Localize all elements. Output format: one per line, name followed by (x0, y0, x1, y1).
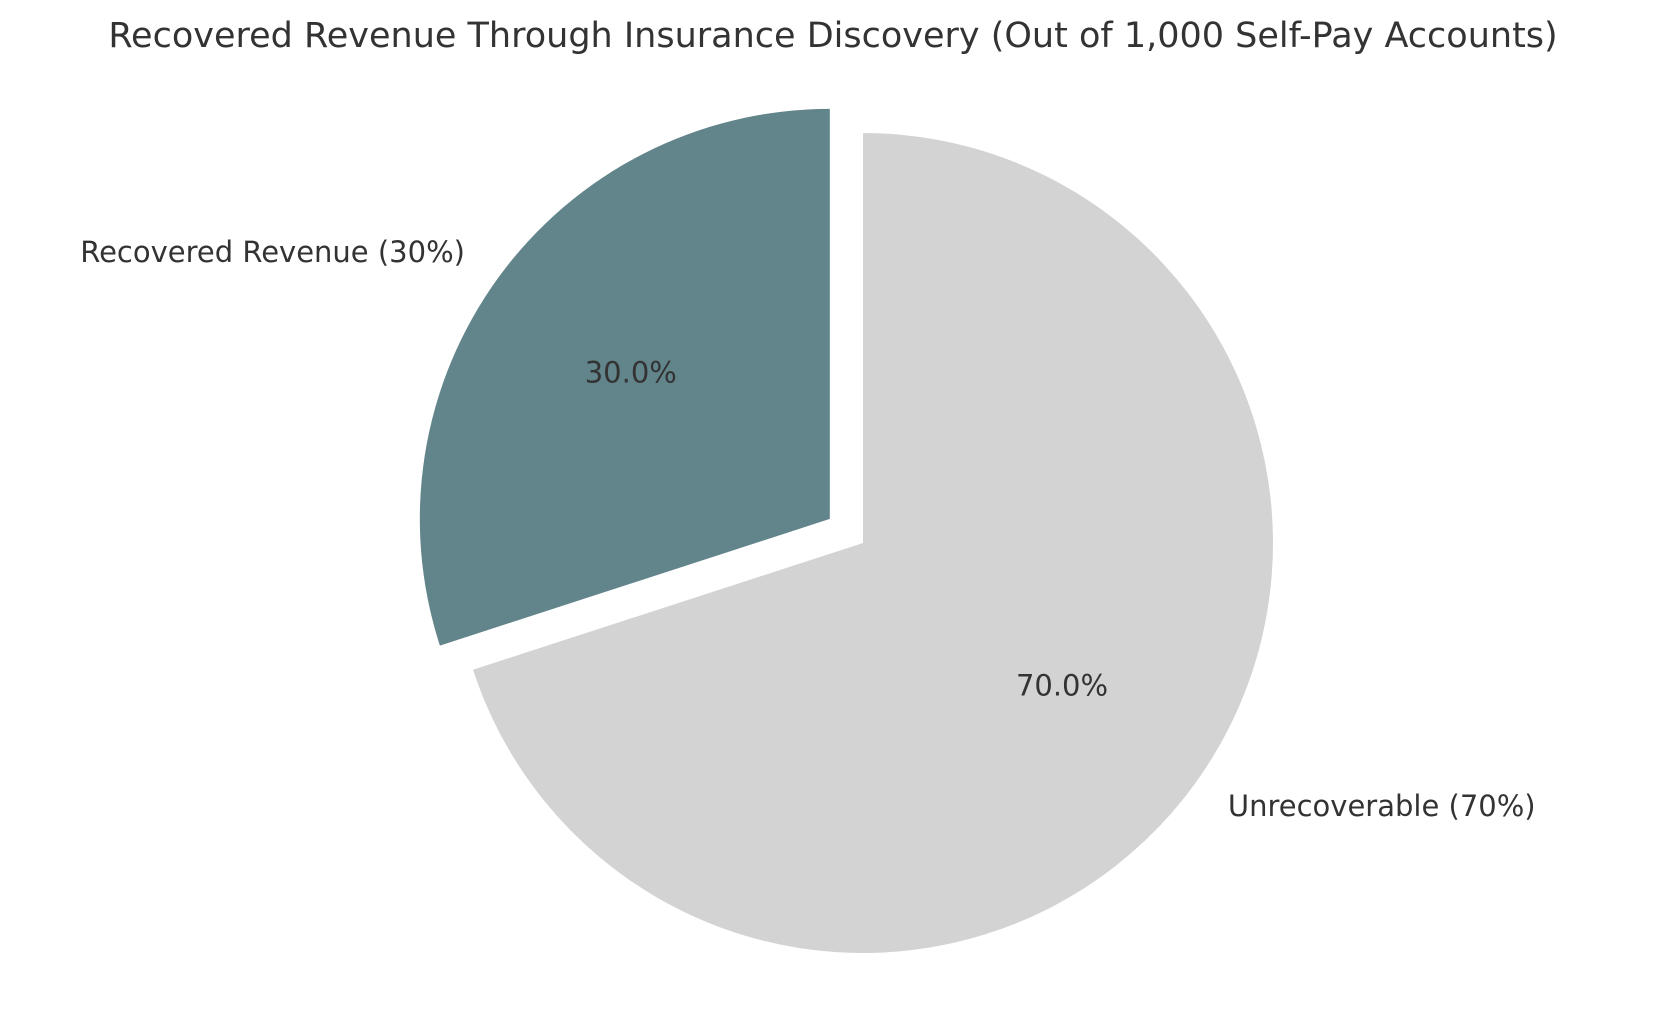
value-label: 30.0% (585, 355, 677, 389)
pie-slice (473, 133, 1273, 953)
slice-label: Unrecoverable (70%) (1228, 789, 1536, 823)
slice-label: Recovered Revenue (30%) (80, 235, 465, 269)
pie-slice (419, 108, 830, 646)
chart-title: Recovered Revenue Through Insurance Disc… (108, 16, 1557, 56)
value-label: 70.0% (1016, 669, 1108, 703)
